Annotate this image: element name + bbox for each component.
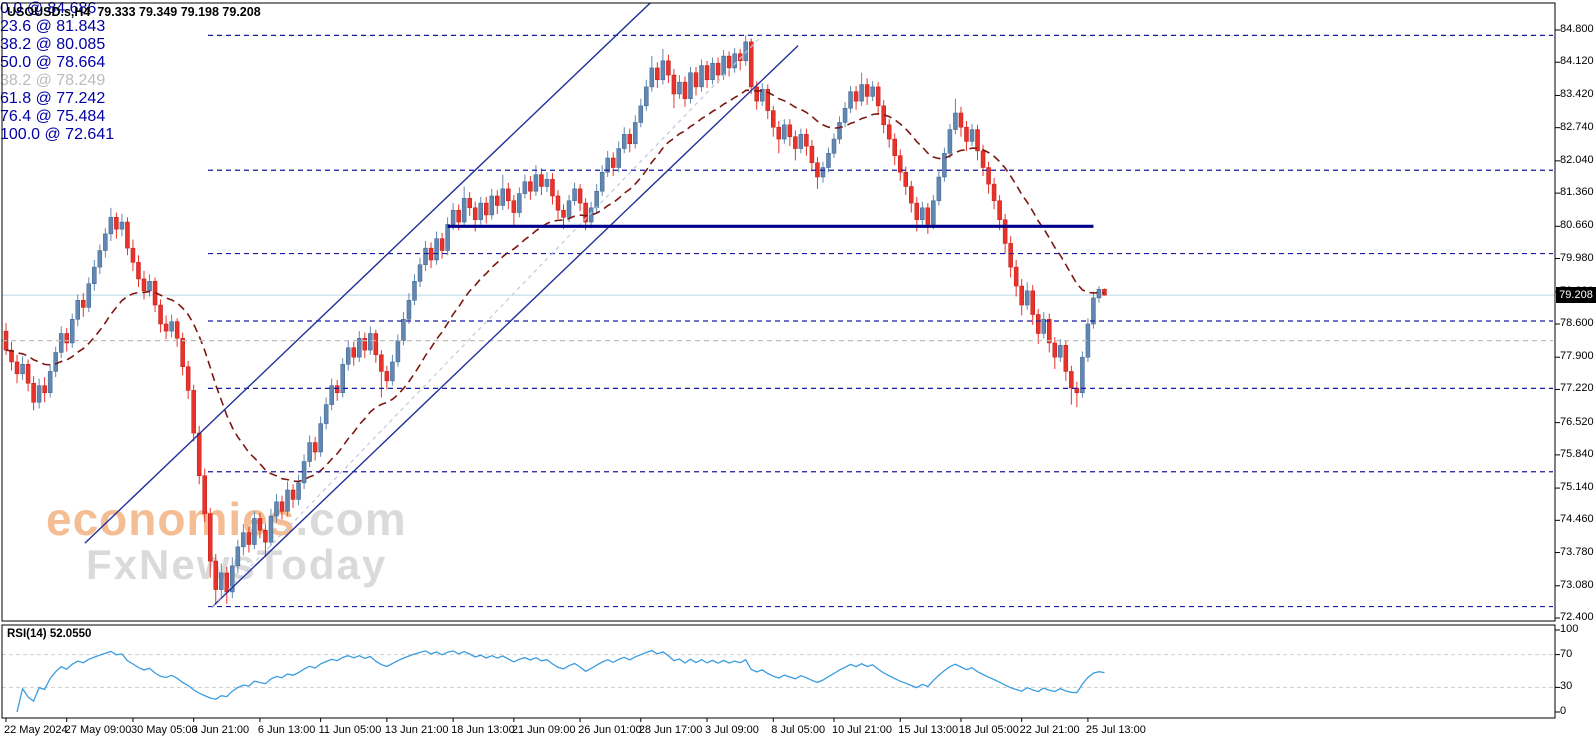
fib-level-label: 76.4 @ 75.484 xyxy=(0,108,106,125)
time-axis-label: 21 Jun 09:00 xyxy=(511,724,576,736)
time-axis-label: 18 Jun 13:00 xyxy=(451,724,515,736)
time-axis-label: 11 Jun 05:00 xyxy=(318,724,382,736)
time-axis-label: 10 Jul 21:00 xyxy=(832,724,892,736)
time-axis-label: 18 Jul 05:00 xyxy=(958,724,1019,736)
time-axis-label: 28 Jun 17:00 xyxy=(638,724,703,736)
price-axis-label: 82.040 xyxy=(1560,153,1594,166)
fib-level-label: 23.6 @ 81.843 xyxy=(0,18,106,35)
time-axis-label: 3 Jun 21:00 xyxy=(191,724,250,736)
rsi-panel-border xyxy=(1,624,1556,719)
time-axis-label: 22 May 2024 xyxy=(4,724,68,736)
rsi-line xyxy=(16,649,1105,713)
main-panel-border xyxy=(1,2,1556,622)
fib-level-label: 100.0 @ 72.641 xyxy=(0,126,115,143)
time-axis-label: 27 May 09:00 xyxy=(64,724,132,736)
price-axis-label: 84.120 xyxy=(1560,55,1594,68)
price-axis-label: 83.420 xyxy=(1560,88,1594,101)
time-axis-label: 22 Jul 21:00 xyxy=(1019,724,1080,736)
price-axis-label: 76.520 xyxy=(1560,415,1594,428)
price-axis-label: 72.400 xyxy=(1560,611,1594,623)
price-axis-label: 73.780 xyxy=(1560,545,1594,558)
price-axis-label: 77.900 xyxy=(1560,350,1594,363)
rsi-indicator-label: RSI(14) 52.0550 xyxy=(7,628,92,640)
price-axis-label: 75.140 xyxy=(1560,481,1594,494)
price-axis-label: 79.980 xyxy=(1560,251,1594,264)
rsi-scale-label: 0 xyxy=(1560,705,1567,717)
price-axis-label: 75.840 xyxy=(1560,447,1594,460)
price-axis-label: 80.660 xyxy=(1560,219,1594,232)
price-axis-label: 73.080 xyxy=(1560,578,1594,591)
time-axis-label: 26 Jun 01:00 xyxy=(578,724,642,736)
price-axis-label: 78.600 xyxy=(1560,317,1594,329)
price-axis-label: 82.740 xyxy=(1560,120,1594,133)
rsi-scale-label: 70 xyxy=(1560,647,1573,660)
rsi-scale-label: 30 xyxy=(1560,680,1573,693)
time-axis-label: 15 Jul 13:00 xyxy=(898,724,959,736)
watermark: economies.com FxNewsToday xyxy=(46,496,407,586)
time-axis-label: 13 Jun 21:00 xyxy=(384,724,449,736)
time-axis-label: 8 Jul 05:00 xyxy=(771,724,826,736)
price-axis-label: 84.800 xyxy=(1560,23,1594,35)
time-axis-label: 30 May 05:00 xyxy=(130,724,198,736)
trend-channel-line xyxy=(84,2,651,544)
rsi-scale-label: 100 xyxy=(1560,623,1579,635)
price-axis-label: 81.360 xyxy=(1560,186,1594,199)
fib-level-label: 38.2 @ 78.249 xyxy=(0,72,106,89)
time-axis-label: 25 Jul 13:00 xyxy=(1085,724,1146,736)
moving-average-line xyxy=(5,89,1105,483)
fib-level-label: 50.0 @ 78.664 xyxy=(0,54,106,71)
price-axis-label: 77.220 xyxy=(1560,382,1594,395)
fib-level-label: 38.2 @ 80.085 xyxy=(0,36,106,53)
fibonacci-labels: 0.0 @ 84.686 23.6 @ 81.843 38.2 @ 80.085 50… xyxy=(0,0,1596,144)
chart-symbol-timeframe: USOUSD.s,H4 xyxy=(7,5,91,19)
fib-level-label: 0.0 @ 84.686 xyxy=(0,0,97,17)
chart-title: USOUSD.s,H4 79.333 79.349 79.198 79.208 xyxy=(7,5,261,19)
price-axis-label: 74.460 xyxy=(1560,513,1594,526)
time-axis-label: 3 Jul 09:00 xyxy=(705,724,759,736)
chart-ohlc-readout: 79.333 79.349 79.198 79.208 xyxy=(97,5,261,19)
trend-channel-line xyxy=(211,45,799,608)
time-axis-label: 6 Jun 13:00 xyxy=(257,724,316,736)
current-price-badge: 79.208 xyxy=(1556,287,1596,303)
fib-level-label: 61.8 @ 77.242 xyxy=(0,90,106,107)
watermark-brand-gray: .com xyxy=(295,493,407,545)
candles-group xyxy=(3,35,1107,605)
